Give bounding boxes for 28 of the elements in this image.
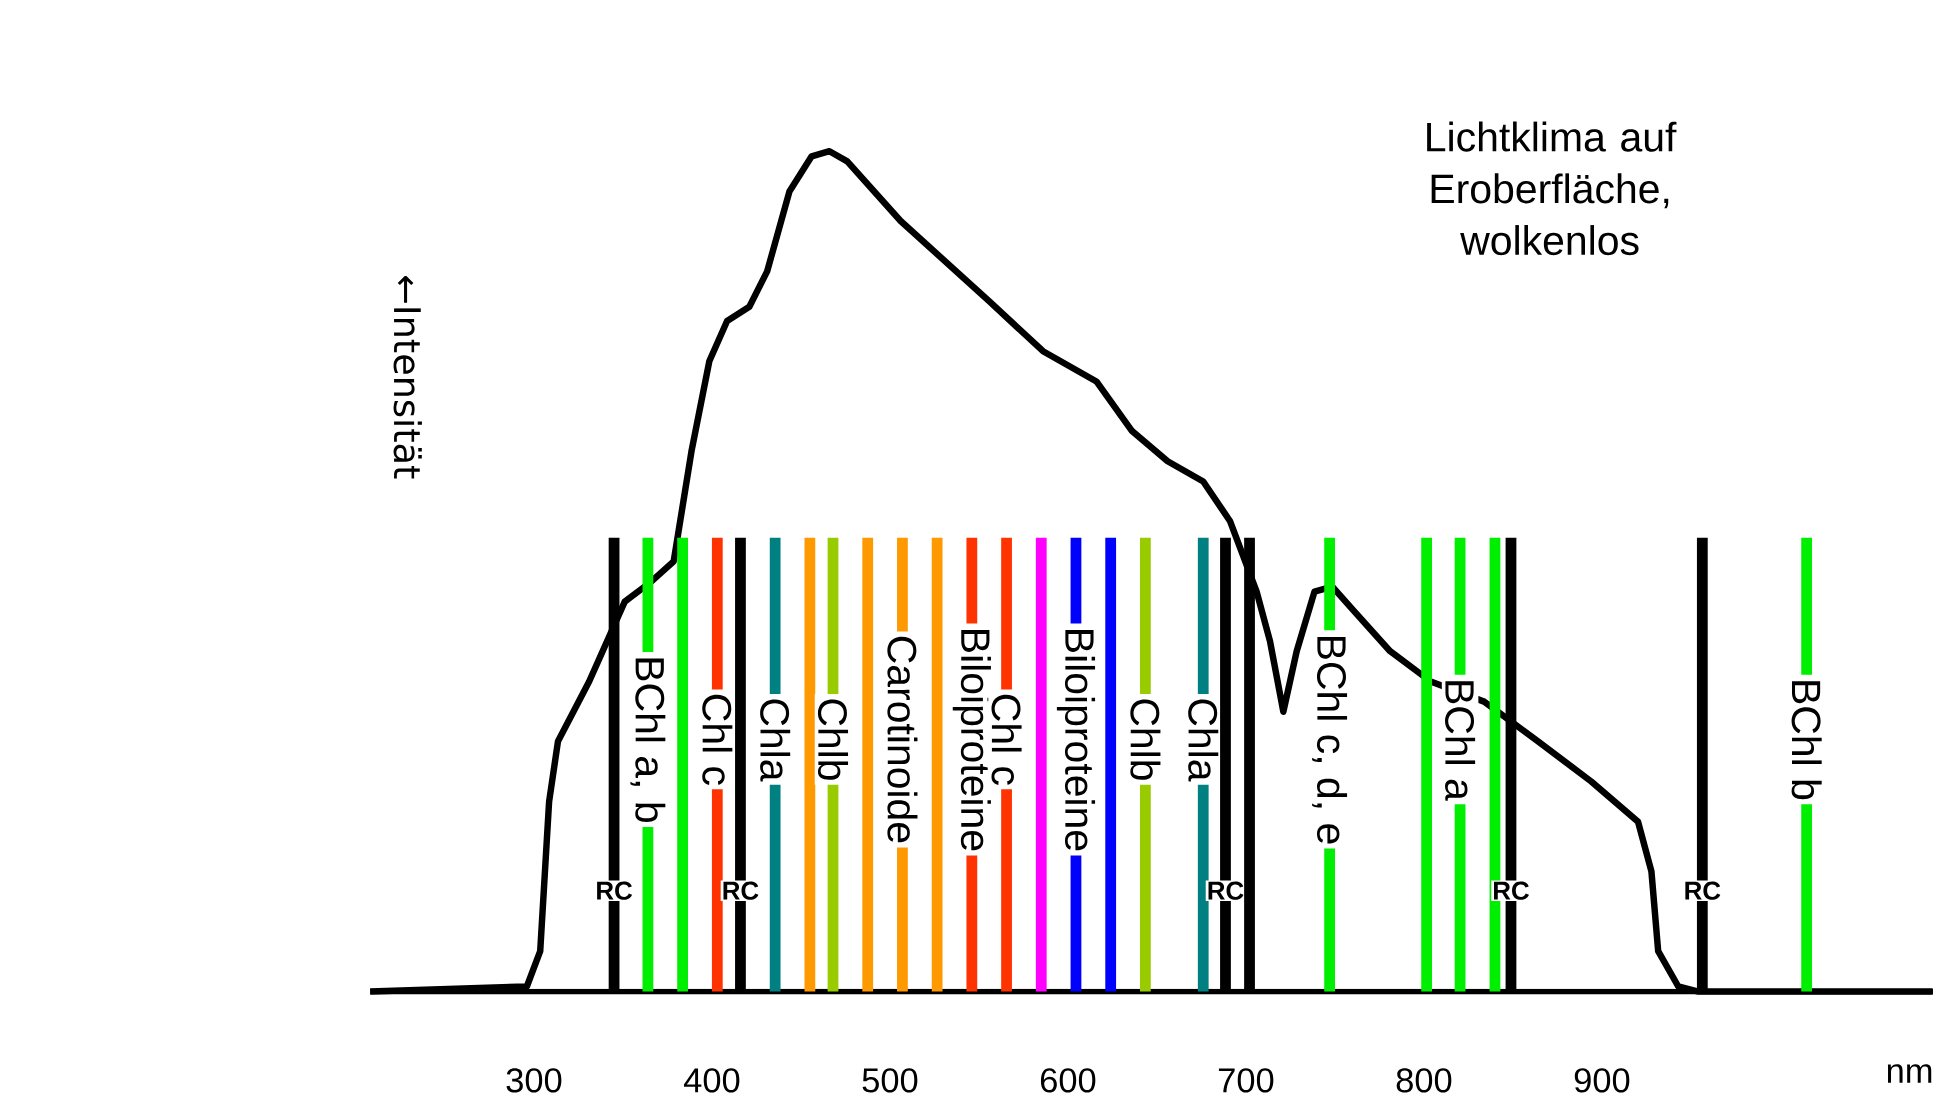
chart-title: Lichtklima auf Eroberfläche, wolkenlos xyxy=(1427,121,1677,256)
ref-line-label: Chla xyxy=(1188,699,1219,782)
ref-line-label: RC xyxy=(723,881,759,900)
ref-line-label: Biloiproteine xyxy=(1056,629,1096,851)
ref-line-label: RC xyxy=(1494,881,1529,900)
ref-line-label: Chla xyxy=(760,699,791,782)
ref-line-label: BChl b xyxy=(1791,681,1822,800)
ref-line-label: Chlb xyxy=(1130,699,1161,780)
y-axis-title: ←Intensität xyxy=(393,275,422,479)
ref-line-label: Chl c xyxy=(702,694,733,785)
ref-line-label: RC xyxy=(1685,881,1721,900)
x-tick-label: 400 xyxy=(683,1068,740,1093)
ref-line-label: BChl a xyxy=(1445,681,1476,801)
ref-line-label: RC xyxy=(1208,881,1244,900)
x-tick-label: 900 xyxy=(1574,1068,1630,1093)
x-tick-label: 600 xyxy=(1040,1068,1096,1093)
ref-line-label: BChl c, d, e xyxy=(1312,636,1348,844)
ref-line-label: RC xyxy=(597,881,633,900)
x-tick-label: 800 xyxy=(1396,1068,1452,1093)
x-tick-label: 500 xyxy=(862,1068,918,1093)
ref-line-label: BChl a, b xyxy=(630,658,666,822)
ref-line-label: Biloiproteine xyxy=(952,629,991,851)
x-axis-title: nm xyxy=(1887,1064,1932,1083)
x-tick-label: 700 xyxy=(1218,1068,1274,1093)
x-tick-label: 300 xyxy=(506,1068,562,1093)
ref-line-label: Chlb xyxy=(817,699,849,780)
ref-line-label: Carotinoide xyxy=(887,636,918,843)
ref-line-label: Chl c xyxy=(991,694,1022,785)
